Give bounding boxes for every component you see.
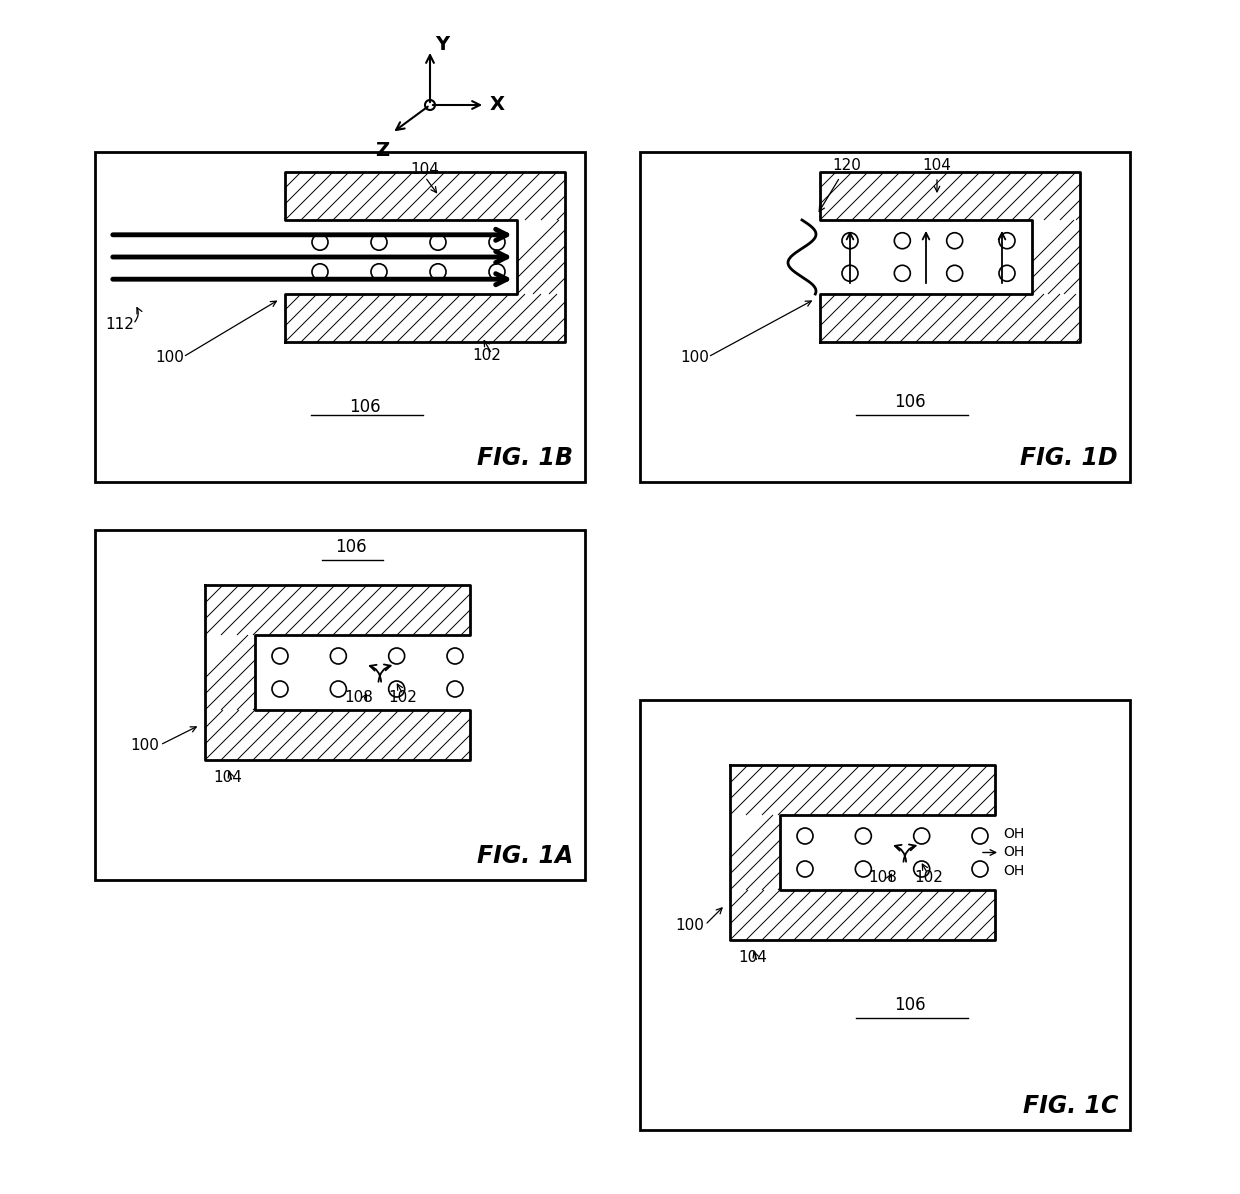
Bar bbox=[640, 700, 1130, 1130]
Text: 100: 100 bbox=[681, 350, 709, 365]
Text: OH: OH bbox=[1003, 845, 1024, 860]
Text: OH: OH bbox=[1003, 864, 1024, 879]
Text: 106: 106 bbox=[335, 538, 367, 556]
Text: 112: 112 bbox=[105, 316, 134, 332]
Text: 108: 108 bbox=[869, 870, 898, 886]
Text: 106: 106 bbox=[348, 398, 381, 416]
Bar bbox=[640, 152, 1130, 482]
Text: 104: 104 bbox=[213, 770, 242, 784]
Text: 100: 100 bbox=[676, 918, 704, 933]
Text: 102: 102 bbox=[472, 347, 501, 363]
Text: OH: OH bbox=[1003, 826, 1024, 841]
Text: 102: 102 bbox=[389, 690, 418, 706]
Bar bbox=[95, 530, 585, 880]
Text: 106: 106 bbox=[894, 393, 925, 411]
Text: 100: 100 bbox=[155, 350, 185, 365]
Bar bbox=[95, 152, 585, 482]
Text: 120: 120 bbox=[832, 158, 862, 173]
Text: 108: 108 bbox=[343, 690, 373, 706]
Text: 104: 104 bbox=[410, 162, 439, 178]
Text: 106: 106 bbox=[894, 996, 925, 1014]
Text: 104: 104 bbox=[923, 158, 951, 173]
Text: 102: 102 bbox=[914, 870, 942, 886]
Text: FIG. 1D: FIG. 1D bbox=[1021, 447, 1118, 470]
Text: Y: Y bbox=[435, 36, 449, 55]
Text: FIG. 1B: FIG. 1B bbox=[477, 447, 573, 470]
Text: 104: 104 bbox=[738, 950, 766, 965]
Text: X: X bbox=[490, 96, 505, 115]
Text: 100: 100 bbox=[130, 738, 160, 753]
Text: Z: Z bbox=[374, 141, 389, 160]
Text: FIG. 1A: FIG. 1A bbox=[476, 844, 573, 868]
Text: FIG. 1C: FIG. 1C bbox=[1023, 1094, 1118, 1118]
